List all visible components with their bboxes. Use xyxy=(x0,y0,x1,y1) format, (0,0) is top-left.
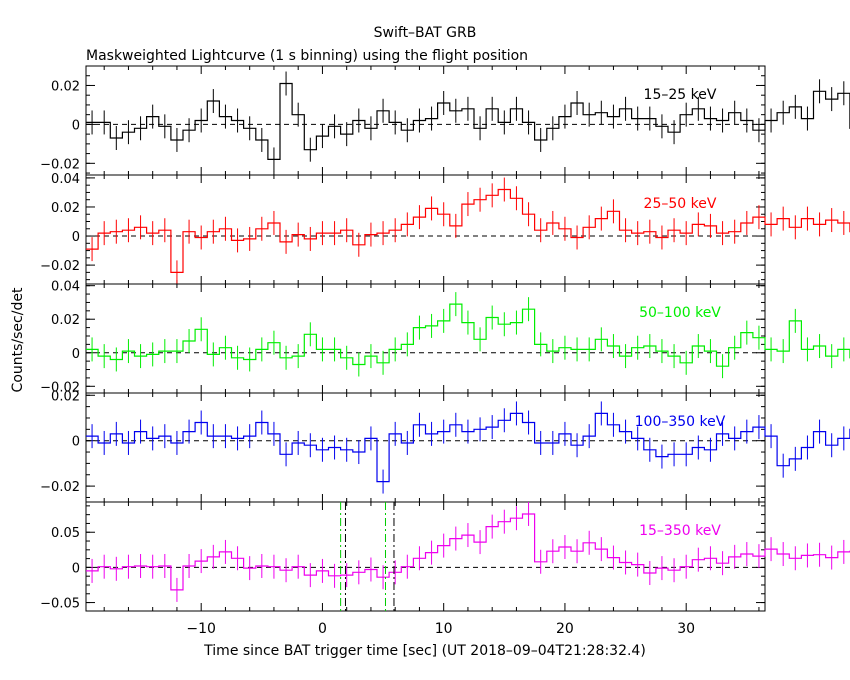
series-line xyxy=(86,412,850,483)
panel-1: −0.02 0 0.02 15–25 keV xyxy=(40,65,850,176)
y-tick-label: 0.02 xyxy=(51,79,80,94)
chart-title: Swift–BAT GRB xyxy=(374,25,477,41)
y-tick-label: −0.02 xyxy=(40,259,80,274)
panel-frame xyxy=(85,283,766,394)
y-tick-label: −0.05 xyxy=(40,597,80,612)
y-tick-label: 0 xyxy=(72,435,80,450)
y-axis-label: Counts/sec/det xyxy=(10,287,26,392)
panel-5: −0.05 0 0.05 15–350 keV −10 0 10 20 30 xyxy=(40,501,850,637)
x-tick-label: 0 xyxy=(318,621,327,637)
panel-2: −0.02 0 0.02 0.04 25–50 keV xyxy=(40,172,850,285)
panels: −0.02 0 0.02 15–25 keV −0.02 0 0.02 0.04 25–50 k… xyxy=(40,65,850,637)
y-tick-label: −0.02 xyxy=(40,157,80,172)
panel-frame xyxy=(85,174,766,285)
y-tick-label: 0.04 xyxy=(51,172,80,187)
panel-3: −0.02 0 0.02 0.04 50–100 keV xyxy=(40,280,850,395)
y-tick-label: 0 xyxy=(72,347,80,362)
y-tick-label: 0.04 xyxy=(51,280,80,295)
series-line xyxy=(86,303,850,367)
x-axis-label: Time since BAT trigger time [sec] (UT 20… xyxy=(203,643,646,659)
panel-4: −0.02 0 0.02 100–350 keV xyxy=(40,389,850,503)
series-label: 100–350 keV xyxy=(635,414,726,430)
y-tick-label: 0 xyxy=(72,118,80,133)
series-line xyxy=(86,82,850,160)
series-label: 15–25 keV xyxy=(644,87,717,103)
y-tick-label: 0 xyxy=(72,230,80,245)
y-tick-label: 0.02 xyxy=(51,201,80,216)
y-tick-label: 0.02 xyxy=(51,313,80,328)
y-tick-label: 0 xyxy=(72,561,80,576)
y-tick-label: −0.02 xyxy=(40,480,80,495)
series-line xyxy=(86,513,850,591)
y-tick-label: 0.05 xyxy=(51,526,80,541)
x-tick-label: 30 xyxy=(677,621,695,637)
y-tick-label: 0.02 xyxy=(51,389,80,404)
series-label: 25–50 keV xyxy=(644,196,717,212)
series-label: 50–100 keV xyxy=(639,305,721,321)
series-line xyxy=(86,188,850,273)
x-tick-label: 10 xyxy=(435,621,453,637)
x-tick-label: 20 xyxy=(556,621,574,637)
panel-frame xyxy=(85,392,766,503)
y-tick-label: −0.02 xyxy=(40,380,80,395)
series-label: 15–350 keV xyxy=(639,523,721,539)
x-tick-label: −10 xyxy=(186,621,216,637)
chart-subtitle: Maskweighted Lightcurve (1 s binning) us… xyxy=(86,48,528,64)
